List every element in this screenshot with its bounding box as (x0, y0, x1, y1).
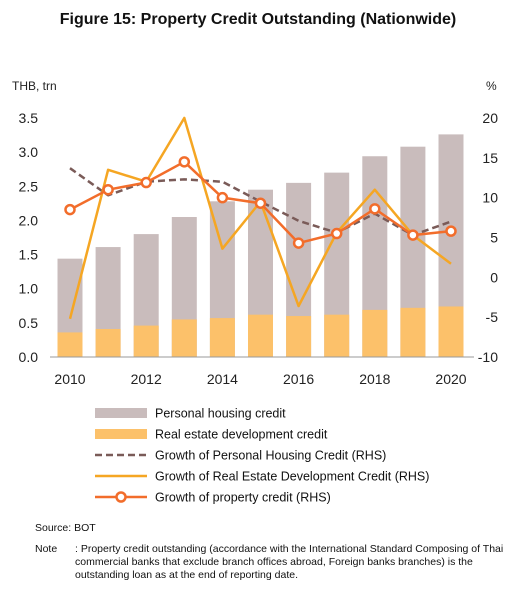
point-property-credit-2015 (254, 197, 267, 209)
y-left-tick-label: 1.0 (19, 281, 39, 297)
legend: Personal housing credit Real estate devel… (95, 407, 429, 505)
legend-label: Growth of Real Estate Development Credit… (155, 470, 429, 484)
y-right-tick-label: 10 (482, 190, 498, 206)
point-property-credit-2010 (64, 203, 76, 216)
bar-real-estate-dev-2016 (286, 316, 312, 357)
legend-label: Growth of Personal Housing Credit (RHS) (155, 449, 386, 463)
point-property-credit-2012 (140, 176, 152, 189)
y-left-tick-label: 2.5 (19, 178, 39, 194)
bar-real-estate-dev-2013 (171, 319, 197, 357)
y-left-unit-label: THB, trn (12, 79, 57, 93)
y-right-tick-label: 5 (490, 230, 498, 246)
point-property-credit-2020 (445, 225, 457, 237)
bar-real-estate-dev-2014 (209, 318, 235, 357)
legend-swatch (95, 429, 147, 439)
x-tick-label: 2016 (283, 371, 314, 387)
lines-layer (64, 116, 457, 320)
bar-real-estate-dev-2015 (248, 314, 273, 357)
y-left-ticks: 0.0 0.5 1.0 1.5 2.0 2.5 3.0 3.5 (19, 110, 39, 365)
footnote-text: : Property credit outstanding (accordanc… (75, 543, 504, 581)
point-property-credit-2014 (216, 191, 229, 204)
legend-marker (115, 491, 127, 503)
x-tick-label: 2012 (131, 371, 162, 387)
bar-real-estate-dev-2012 (133, 325, 159, 357)
legend-label: Real estate development credit (155, 428, 328, 442)
y-right-unit-label: % (486, 79, 497, 93)
bar-real-estate-dev-2010 (57, 332, 83, 357)
bar-real-estate-dev-2020 (438, 306, 464, 357)
chart-title: Figure 15: Property Credit Outstanding (… (60, 11, 456, 28)
point-property-credit-2017 (330, 227, 343, 240)
bar-real-estate-dev-2019 (400, 307, 426, 357)
y-left-tick-label: 3.5 (19, 110, 39, 126)
footnote: Note : Property credit outstanding (acco… (35, 543, 505, 582)
y-right-tick-label: -10 (478, 349, 498, 365)
y-right-tick-label: 0 (490, 269, 498, 285)
source-note: Source: BOT (35, 522, 96, 534)
y-right-tick-label: 15 (482, 150, 498, 166)
point-property-credit-2019 (407, 229, 419, 241)
legend-label: Personal housing credit (155, 407, 286, 421)
x-tick-label: 2014 (207, 371, 238, 387)
bars-layer (57, 134, 464, 357)
y-left-tick-label: 3.0 (19, 144, 39, 160)
footnote-label: Note (35, 543, 58, 555)
y-left-tick-label: 2.0 (19, 212, 39, 228)
point-property-credit-2011 (102, 183, 114, 196)
y-left-tick-label: 1.5 (19, 247, 39, 263)
x-tick-label: 2010 (54, 371, 85, 387)
point-property-credit-2018 (369, 203, 381, 215)
y-left-tick-label: 0.5 (19, 315, 39, 331)
x-tick-label: 2020 (435, 371, 466, 387)
x-ticks: 2010 2012 2014 2016 2018 2020 (54, 371, 466, 387)
bar-real-estate-dev-2018 (362, 309, 388, 357)
point-property-credit-2016 (292, 237, 305, 249)
y-left-tick-label: 0.0 (19, 349, 39, 365)
legend-swatch (95, 408, 147, 418)
y-right-tick-label: -5 (486, 309, 499, 325)
legend-label: Growth of property credit (RHS) (155, 491, 331, 505)
x-tick-label: 2018 (359, 371, 390, 387)
y-right-ticks: -10 -5 0 5 10 15 20 (478, 110, 498, 365)
bar-real-estate-dev-2017 (324, 314, 350, 357)
line-series-0 (69, 167, 452, 237)
y-right-tick-label: 20 (482, 110, 498, 126)
bar-real-estate-dev-2011 (95, 329, 121, 357)
point-property-credit-2013 (178, 156, 191, 168)
